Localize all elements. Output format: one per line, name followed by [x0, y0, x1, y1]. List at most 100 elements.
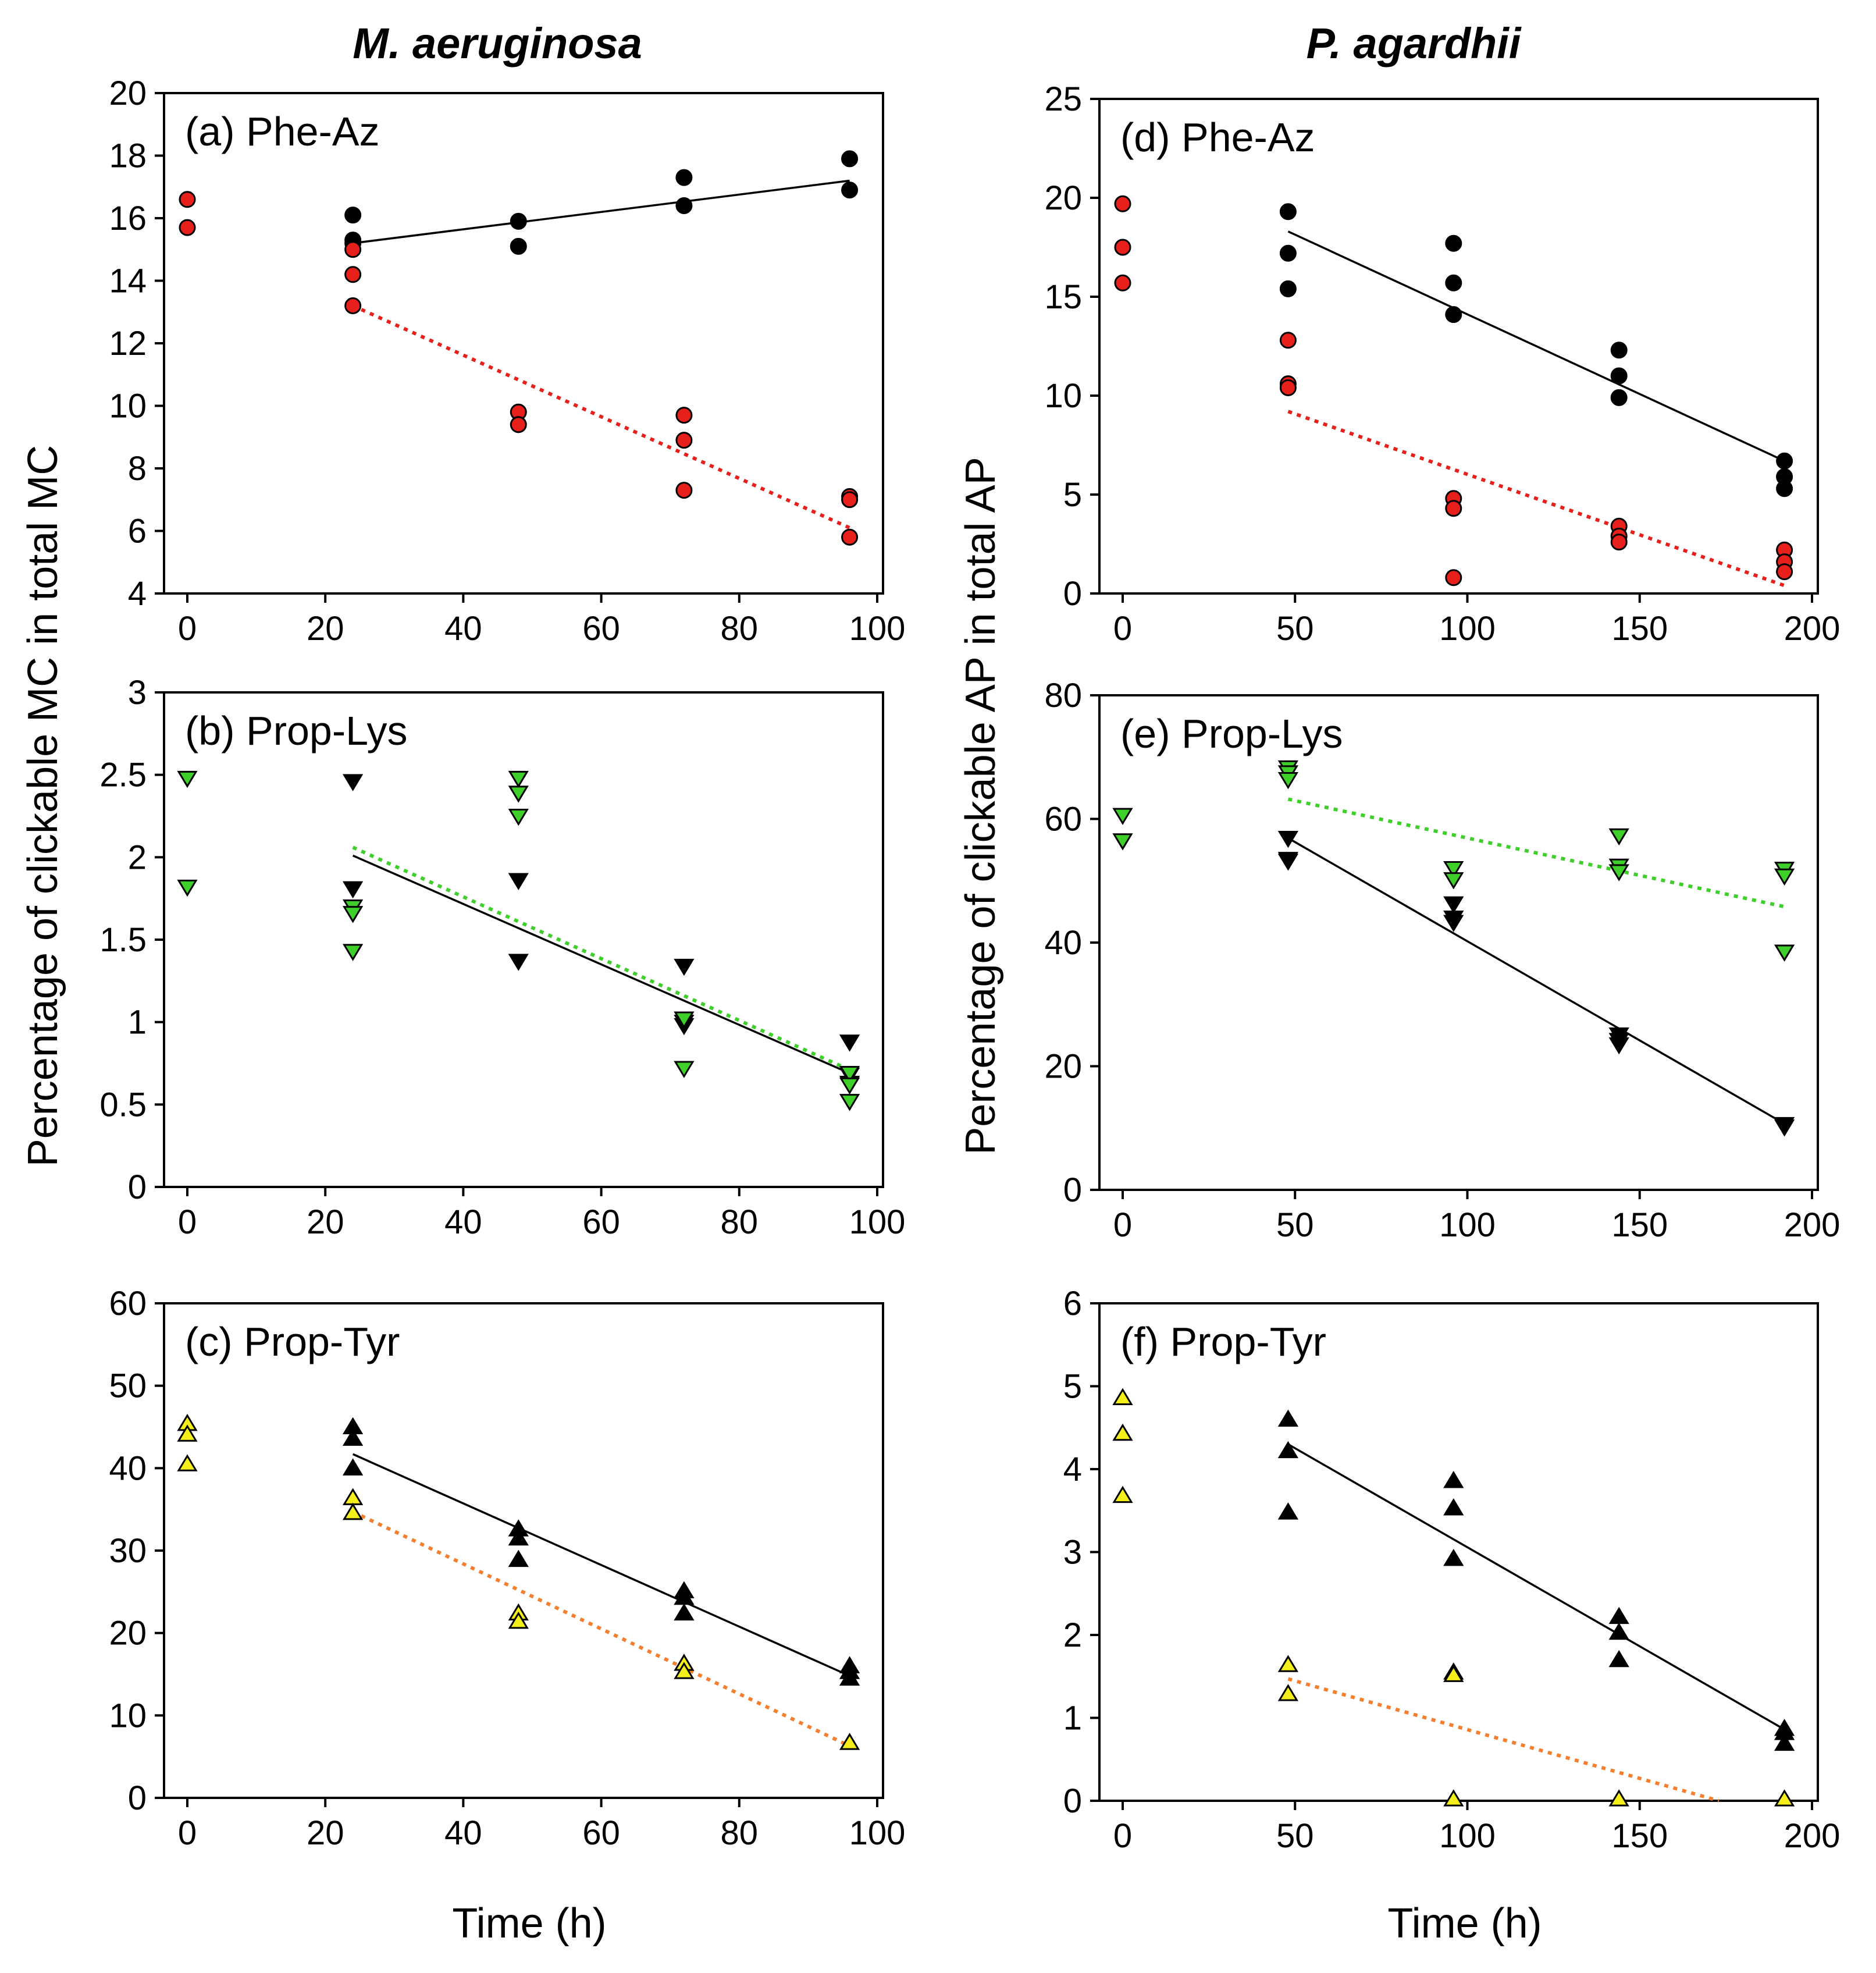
y-tick-label-a: 6 — [128, 513, 147, 550]
y-tick-label-e: 0 — [1063, 1171, 1082, 1209]
x-tick-label-e: 200 — [1784, 1206, 1841, 1244]
data-point-black-b — [342, 881, 364, 899]
panel-title-d: (d) Phe-Az — [1120, 115, 1315, 160]
data-point-black-e — [1608, 1037, 1629, 1055]
fit-line-black-b — [352, 854, 850, 1075]
data-point-yellow-c — [177, 1454, 198, 1471]
x-tick-label-b: 40 — [444, 1203, 482, 1241]
y-tick-label-a: 4 — [128, 575, 147, 613]
data-point-black-a — [841, 150, 859, 168]
data-point-black-f — [1608, 1606, 1629, 1624]
y-tick-label-d: 25 — [1044, 80, 1082, 118]
y-tick-label-a: 10 — [109, 388, 147, 425]
data-point-black-a — [675, 197, 693, 214]
data-point-green-e — [1112, 833, 1133, 851]
data-point-black-b — [839, 1035, 860, 1052]
fit-line-black-d — [1287, 230, 1785, 462]
data-point-black-a — [675, 169, 693, 186]
fit-line-black-e — [1287, 837, 1785, 1125]
data-point-black-d — [1279, 203, 1297, 221]
data-point-green-b — [177, 770, 198, 788]
y-tick-label-f: 5 — [1063, 1368, 1082, 1406]
panel-f: 0 1 2 3 4 5 6 0 50 100 150 200 (f) Prop-Tyr — [1063, 1285, 1841, 1855]
x-tick-label-b: 0 — [178, 1203, 197, 1241]
x-tick-label-d: 150 — [1611, 610, 1668, 648]
data-point-black-d — [1610, 389, 1628, 406]
data-point-yellow-f — [1112, 1423, 1133, 1441]
y-tick-label-f: 1 — [1063, 1700, 1082, 1737]
y-tick-label-d: 15 — [1044, 278, 1082, 316]
x-tick-label-c: 40 — [444, 1814, 482, 1852]
data-point-green-b — [674, 1061, 695, 1078]
x-tick-label-c: 100 — [849, 1814, 906, 1852]
column-title-left: M. aeruginosa — [353, 19, 642, 67]
data-point-green-e — [1608, 828, 1629, 846]
data-point-red-a — [344, 266, 362, 283]
data-point-green-b — [508, 785, 529, 803]
fit-line-green-b — [352, 845, 850, 1072]
x-tick-label-e: 100 — [1439, 1206, 1496, 1244]
x-tick-label-d: 100 — [1439, 610, 1496, 648]
data-point-black-c — [342, 1458, 364, 1476]
data-point-black-a — [841, 182, 859, 199]
data-point-yellow-c — [839, 1733, 860, 1750]
data-point-green-e — [1443, 861, 1464, 879]
data-point-yellow-f — [1774, 1789, 1795, 1807]
plot-frame-b — [163, 691, 884, 1188]
data-point-black-f — [1608, 1622, 1629, 1640]
data-point-yellow-c — [674, 1662, 695, 1679]
data-point-black-f — [1277, 1502, 1299, 1520]
x-tick-label-f: 150 — [1611, 1817, 1668, 1855]
x-tick-label-e: 0 — [1113, 1206, 1132, 1244]
fit-line-green-e — [1287, 797, 1785, 909]
y-tick-label-e: 20 — [1044, 1048, 1082, 1086]
data-point-yellow-f — [1608, 1789, 1629, 1807]
data-point-red-d — [1114, 195, 1131, 212]
data-point-black-e — [1774, 1119, 1795, 1137]
y-tick-label-d: 5 — [1063, 476, 1082, 514]
data-point-yellow-f — [1112, 1388, 1133, 1405]
data-point-black-f — [1443, 1548, 1464, 1566]
data-point-green-b — [839, 1094, 860, 1111]
data-point-black-c — [674, 1603, 695, 1621]
plot-frame-c — [163, 1302, 884, 1799]
x-tick-label-c: 60 — [582, 1814, 620, 1852]
data-point-green-b — [839, 1077, 860, 1095]
fit-line-black-a — [353, 179, 850, 244]
data-point-black-a — [510, 212, 527, 230]
data-point-black-f — [1277, 1441, 1299, 1459]
data-point-black-d — [1610, 342, 1628, 359]
data-point-black-b — [508, 873, 529, 890]
panel-d: 0 5 10 15 20 25 0 50 100 150 200 (d) Phe-Az — [1044, 80, 1840, 648]
data-point-black-d — [1776, 452, 1793, 470]
data-point-black-b — [508, 954, 529, 971]
y-tick-label-a: 8 — [128, 450, 147, 488]
data-point-yellow-c — [342, 1502, 364, 1520]
data-point-green-e — [1608, 864, 1629, 881]
x-tick-label-f: 100 — [1439, 1817, 1496, 1855]
data-point-black-c — [508, 1549, 529, 1567]
y-tick-label-b: 1 — [128, 1004, 147, 1041]
y-tick-label-f: 6 — [1063, 1285, 1082, 1323]
data-point-black-d — [1445, 274, 1462, 291]
panel-e: 0 20 40 60 80 0 50 100 150 200 (e) Prop-Lys — [1044, 677, 1840, 1244]
data-point-red-a — [675, 432, 693, 449]
data-point-yellow-f — [1443, 1789, 1464, 1807]
y-tick-label-a: 12 — [109, 325, 147, 362]
panel-b: 0 0.5 1 1.5 2 2.5 3 0 20 40 60 80 100 (b) Prop-Lys — [99, 674, 905, 1241]
panel-title-c: (c) Prop-Tyr — [185, 1319, 400, 1364]
data-point-red-d — [1610, 534, 1628, 551]
y-tick-label-d: 20 — [1044, 179, 1082, 217]
x-tick-label-c: 20 — [307, 1814, 344, 1852]
data-point-black-e — [1277, 830, 1299, 848]
data-point-red-a — [841, 528, 859, 546]
y-tick-label-b: 3 — [128, 674, 147, 712]
data-point-green-e — [1112, 808, 1133, 826]
fit-line-black-f — [1287, 1443, 1785, 1730]
data-point-green-e — [1277, 772, 1299, 790]
y-tick-label-c: 40 — [109, 1449, 147, 1487]
data-point-black-d — [1610, 367, 1628, 385]
y-tick-label-b: 2 — [128, 838, 147, 876]
x-tick-label-b: 100 — [849, 1203, 906, 1241]
data-point-red-a — [179, 191, 196, 208]
